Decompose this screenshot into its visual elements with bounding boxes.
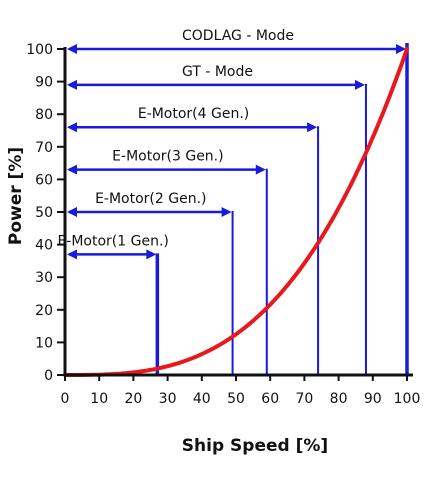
y-tick-label: 90 bbox=[35, 75, 53, 91]
x-tick-label: 70 bbox=[295, 391, 313, 407]
y-tick-label: 20 bbox=[35, 303, 53, 319]
range-arrowhead-left bbox=[67, 80, 77, 90]
y-tick-label: 30 bbox=[35, 270, 53, 286]
y-tick-label: 50 bbox=[35, 205, 53, 221]
axes: 0 10 20 30 40 50 60 70 80 90 100 0 10 20 30 40 50 60 70 80 9… bbox=[26, 42, 420, 407]
range-arrowhead-left bbox=[67, 165, 77, 175]
range-arrowhead-right bbox=[146, 249, 156, 259]
x-axis-title: Ship Speed [%] bbox=[182, 436, 328, 456]
x-tick-label: 40 bbox=[193, 391, 211, 407]
range-label: E-Motor(4 Gen.) bbox=[138, 106, 249, 122]
y-tick-label: 100 bbox=[26, 42, 53, 58]
operating-ranges: E-Motor(1 Gen.) E-Motor(2 Gen.) E-Motor(3 … bbox=[57, 28, 407, 375]
x-tick-label: 30 bbox=[159, 391, 177, 407]
range-label: GT - Mode bbox=[182, 64, 253, 80]
x-tick-label: 90 bbox=[364, 391, 382, 407]
range-label: E-Motor(1 Gen.) bbox=[57, 233, 168, 249]
y-tick-label: 0 bbox=[44, 368, 53, 384]
range-arrowhead-left bbox=[67, 249, 77, 259]
x-tick-label: 60 bbox=[261, 391, 279, 407]
range-arrowhead-right bbox=[222, 207, 232, 217]
range-arrowhead-left bbox=[67, 44, 77, 54]
range-arrowhead-left bbox=[67, 122, 77, 132]
y-tick-label: 70 bbox=[35, 140, 53, 156]
x-tick-label: 80 bbox=[330, 391, 348, 407]
range-label: CODLAG - Mode bbox=[182, 28, 294, 44]
range-label: E-Motor(2 Gen.) bbox=[95, 191, 206, 207]
range-arrowhead-right bbox=[307, 122, 317, 132]
y-tick-label: 80 bbox=[35, 107, 53, 123]
y-tick-label: 10 bbox=[35, 335, 53, 351]
x-tick-label: 10 bbox=[90, 391, 108, 407]
y-tick-label: 40 bbox=[35, 238, 53, 254]
x-tick-label: 0 bbox=[61, 391, 70, 407]
y-axis-title: Power [%] bbox=[6, 147, 26, 245]
range-arrowhead-right bbox=[355, 80, 365, 90]
range-label: E-Motor(3 Gen.) bbox=[112, 149, 223, 165]
x-tick-label: 100 bbox=[394, 391, 421, 407]
x-tick-label: 50 bbox=[227, 391, 245, 407]
x-tick-label: 20 bbox=[124, 391, 142, 407]
range-arrowhead-right bbox=[256, 165, 266, 175]
range-arrowhead-left bbox=[67, 207, 77, 217]
y-tick-label: 60 bbox=[35, 172, 53, 188]
